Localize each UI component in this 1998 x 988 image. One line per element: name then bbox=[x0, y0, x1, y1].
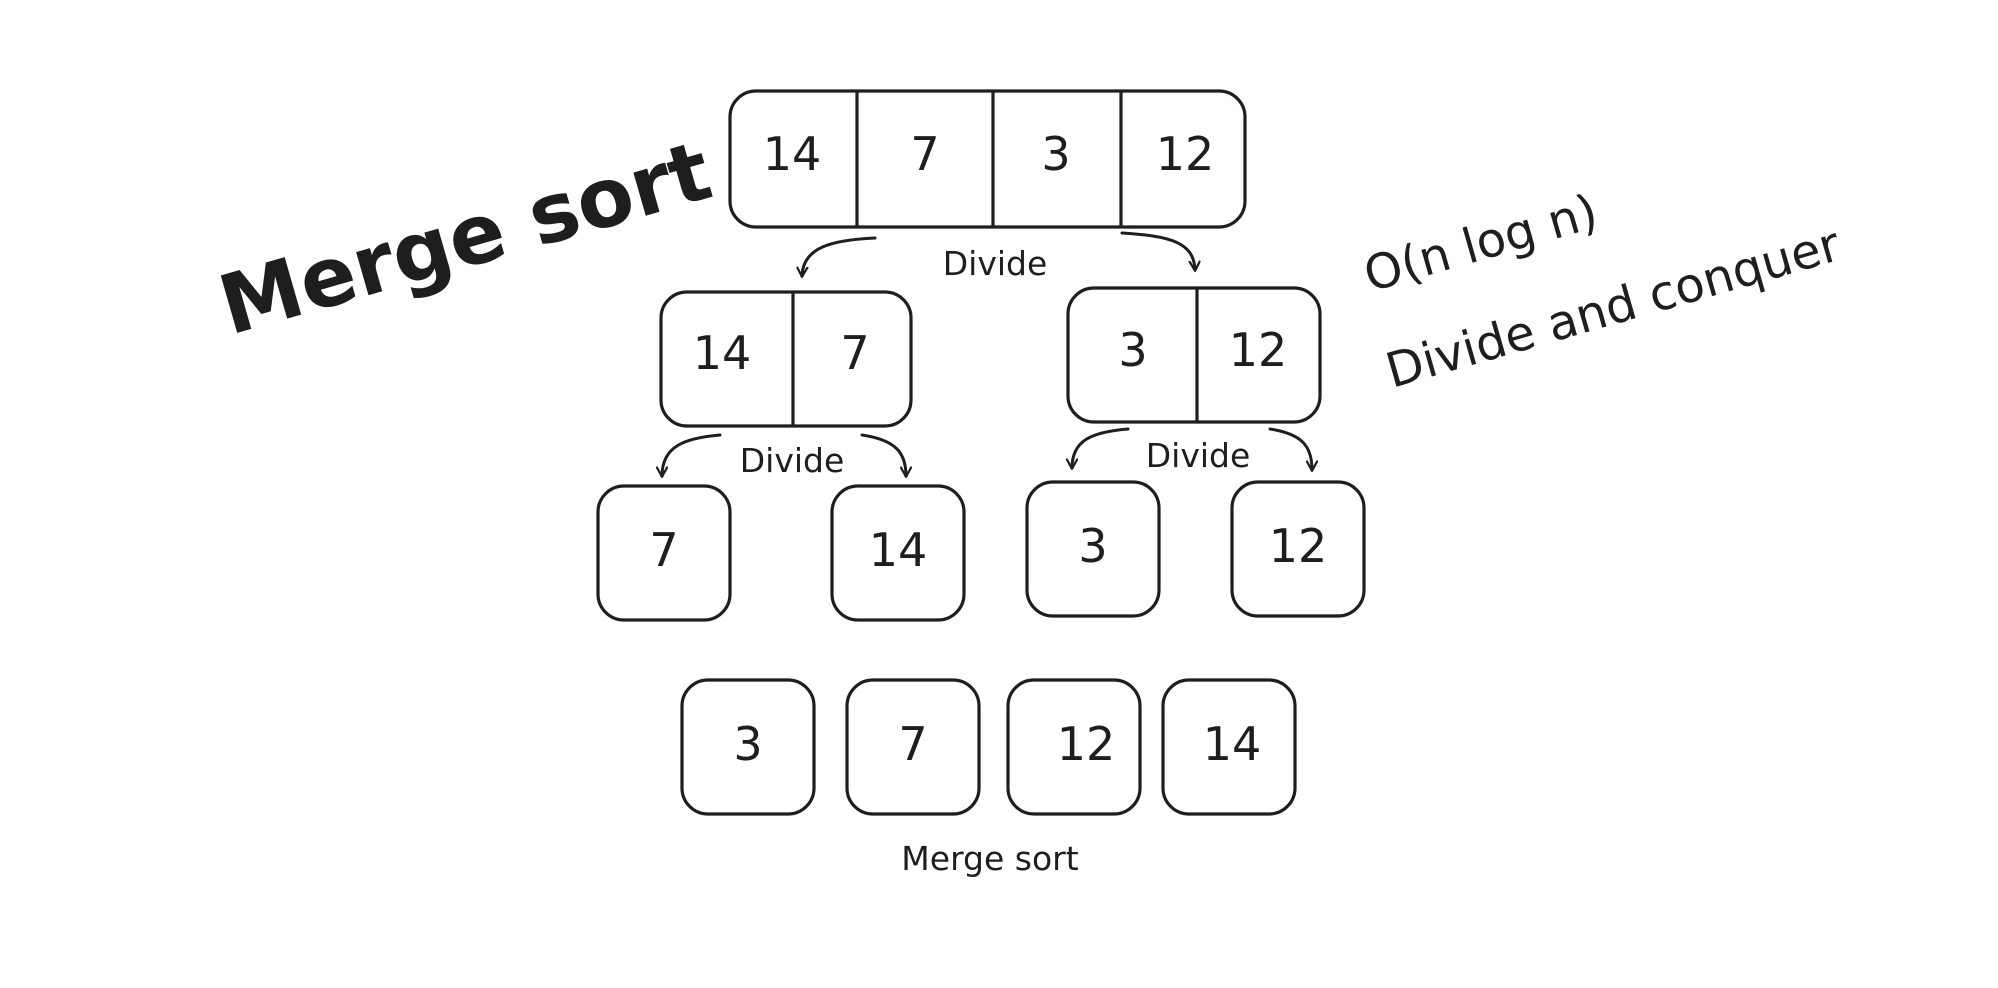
input-cell: 12 bbox=[1156, 127, 1215, 181]
leaf-node: 3 bbox=[1025, 480, 1161, 618]
sorted-value: 3 bbox=[733, 717, 762, 771]
right-half-cell: 3 bbox=[1118, 323, 1147, 377]
sorted-node: 14 bbox=[1161, 678, 1297, 816]
leaf-value: 14 bbox=[869, 523, 928, 577]
divide-arrow-right bbox=[860, 433, 906, 476]
leaf-value: 3 bbox=[1078, 519, 1107, 573]
input-cell: 3 bbox=[1041, 127, 1070, 181]
input-cell: 7 bbox=[910, 127, 939, 181]
leaf-value: 7 bbox=[649, 523, 678, 577]
diagram-title: Merge sort bbox=[209, 124, 721, 355]
divide-label-top: Divide bbox=[943, 244, 1048, 283]
divide-arrow-left bbox=[1072, 427, 1130, 468]
leaf-node: 12 bbox=[1230, 480, 1366, 618]
divide-arrow-left bbox=[802, 236, 877, 276]
right-half-array: 3 12 bbox=[1066, 286, 1322, 424]
sorted-value: 7 bbox=[898, 717, 927, 771]
input-array: 14 7 3 12 bbox=[728, 89, 1247, 229]
left-half-cell: 14 bbox=[693, 326, 752, 380]
input-cell: 14 bbox=[763, 127, 822, 181]
left-half-cell: 7 bbox=[840, 326, 869, 380]
leaf-node: 7 bbox=[596, 484, 732, 622]
divide-arrow-right bbox=[1120, 231, 1195, 270]
sorted-value: 14 bbox=[1203, 717, 1262, 771]
right-half-cell: 12 bbox=[1229, 323, 1288, 377]
complexity-note: O(n log n) bbox=[1358, 184, 1604, 304]
divide-arrow-left bbox=[662, 433, 722, 476]
divide-arrow-right bbox=[1268, 427, 1312, 470]
left-half-array: 14 7 bbox=[659, 290, 913, 428]
caption: Merge sort bbox=[901, 839, 1078, 878]
leaf-value: 12 bbox=[1269, 519, 1328, 573]
divide-label-right: Divide bbox=[1146, 436, 1251, 475]
leaf-node: 14 bbox=[830, 484, 966, 622]
divide-label-left: Divide bbox=[740, 441, 845, 480]
sorted-node: 7 bbox=[845, 678, 981, 816]
sorted-node: 3 bbox=[680, 678, 816, 816]
sorted-value: 12 bbox=[1057, 717, 1116, 771]
sorted-node: 12 bbox=[1006, 678, 1142, 816]
